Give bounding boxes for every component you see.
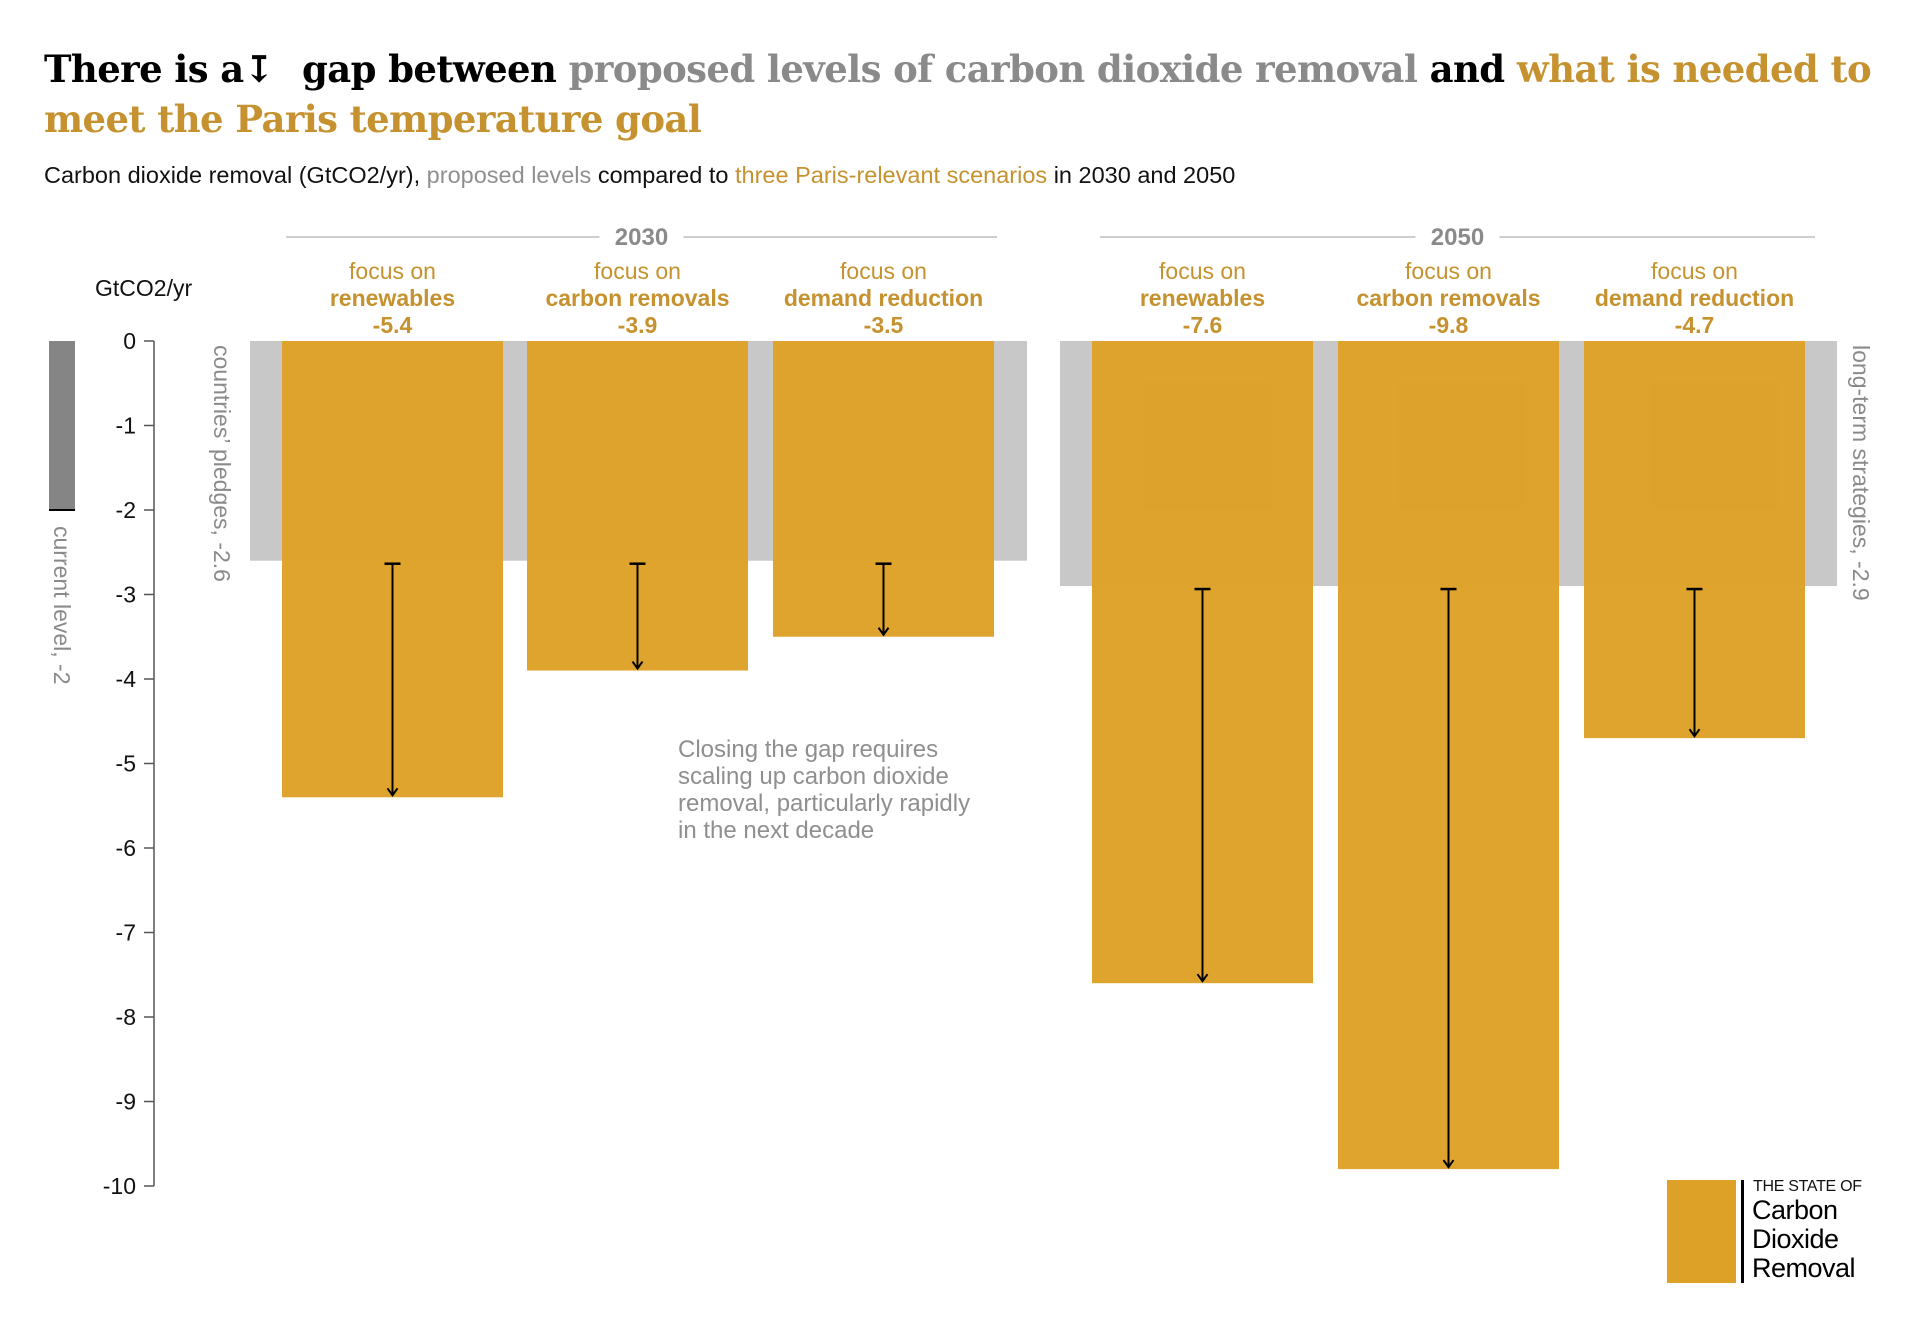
scenario-value-label: -7.6 — [1183, 312, 1223, 338]
scenario-value-label: -3.9 — [618, 312, 658, 338]
y-tick-label: -9 — [116, 1089, 136, 1115]
logo: THE STATE OF Carbon Dioxide Removal — [1667, 1178, 1907, 1284]
y-tick-label: -7 — [116, 920, 136, 946]
scenario-label-prefix: focus on — [594, 258, 681, 284]
annotation-line: in the next decade — [678, 817, 874, 844]
annotation-line: removal, particularly rapidly — [678, 790, 970, 817]
logo-line-4: Removal — [1752, 1253, 1856, 1283]
current-level-bar — [49, 341, 75, 510]
scenario-label-prefix: focus on — [1159, 258, 1246, 284]
current-level-label: current level, -2 — [49, 526, 75, 685]
y-tick-label: 0 — [123, 328, 136, 354]
subtitle-scenarios: three Paris-relevant scenarios — [734, 162, 1048, 188]
logo-line-2: Carbon — [1752, 1195, 1838, 1225]
scenario-value-label: -3.5 — [864, 312, 904, 338]
chart-title: There is a↧ gap between proposed levels … — [44, 44, 1904, 144]
scenario-value-label: -4.7 — [1675, 312, 1715, 338]
scenario-value-label: -9.8 — [1429, 312, 1469, 338]
scenario-label-name: carbon removals — [545, 285, 729, 311]
scenario-label-prefix: focus on — [1405, 258, 1492, 284]
scenario-label-prefix: focus on — [1651, 258, 1738, 284]
scenario-value-label: -5.4 — [373, 312, 413, 338]
year-header: 2030 — [615, 224, 668, 251]
annotation-line: Closing the gap requires — [678, 736, 938, 763]
y-tick-label: -2 — [116, 497, 136, 523]
subtitle-proposed-levels: proposed levels — [426, 162, 592, 188]
title-and: and — [1429, 47, 1506, 91]
y-tick-label: -5 — [116, 751, 136, 777]
y-tick-label: -8 — [116, 1004, 136, 1030]
chart-subtitle: Carbon dioxide removal (GtCO2/yr), propo… — [44, 162, 1235, 189]
scenario-label-name: demand reduction — [784, 285, 983, 311]
down-arrow-icon: ↧ — [243, 47, 275, 91]
scenario-label-name: carbon removals — [1356, 285, 1540, 311]
y-tick-label: -3 — [116, 582, 136, 608]
logo-wordmark: Carbon Dioxide Removal — [1752, 1195, 1856, 1283]
proposed-level-label: long-term strategies, -2.9 — [1848, 345, 1874, 601]
year-header: 2050 — [1431, 224, 1484, 251]
scenario-label-name: renewables — [330, 285, 455, 311]
subtitle-part-3: compared to — [597, 162, 729, 188]
logo-line-3: Dioxide — [1752, 1224, 1839, 1254]
y-tick-label: -1 — [116, 413, 136, 439]
scenario-label-name: demand reduction — [1595, 285, 1794, 311]
subtitle-part-1: Carbon dioxide removal (GtCO2/yr), — [44, 162, 421, 188]
logo-line-1: THE STATE OF — [1753, 1178, 1862, 1195]
y-tick-label: -4 — [116, 666, 137, 692]
logo-divider — [1741, 1180, 1744, 1283]
y-tick-label: -10 — [103, 1173, 136, 1199]
subtitle-part-5: in 2030 and 2050 — [1053, 162, 1236, 188]
title-paris-goal: what is needed to meet the Paris tempera… — [44, 47, 1872, 141]
title-part-1: There is a — [44, 47, 244, 91]
annotation-line: scaling up carbon dioxide — [678, 763, 949, 790]
y-tick-label: -6 — [116, 835, 136, 861]
scenario-label-prefix: focus on — [840, 258, 927, 284]
scenario-label-prefix: focus on — [349, 258, 436, 284]
logo-square — [1667, 1180, 1736, 1283]
title-part-2: gap between — [301, 47, 557, 91]
scenario-label-name: renewables — [1140, 285, 1265, 311]
y-axis-label: GtCO2/yr — [95, 275, 192, 301]
title-proposed-levels: proposed levels of carbon dioxide remova… — [568, 47, 1418, 91]
proposed-level-label: countries’ pledges, -2.6 — [209, 345, 235, 582]
